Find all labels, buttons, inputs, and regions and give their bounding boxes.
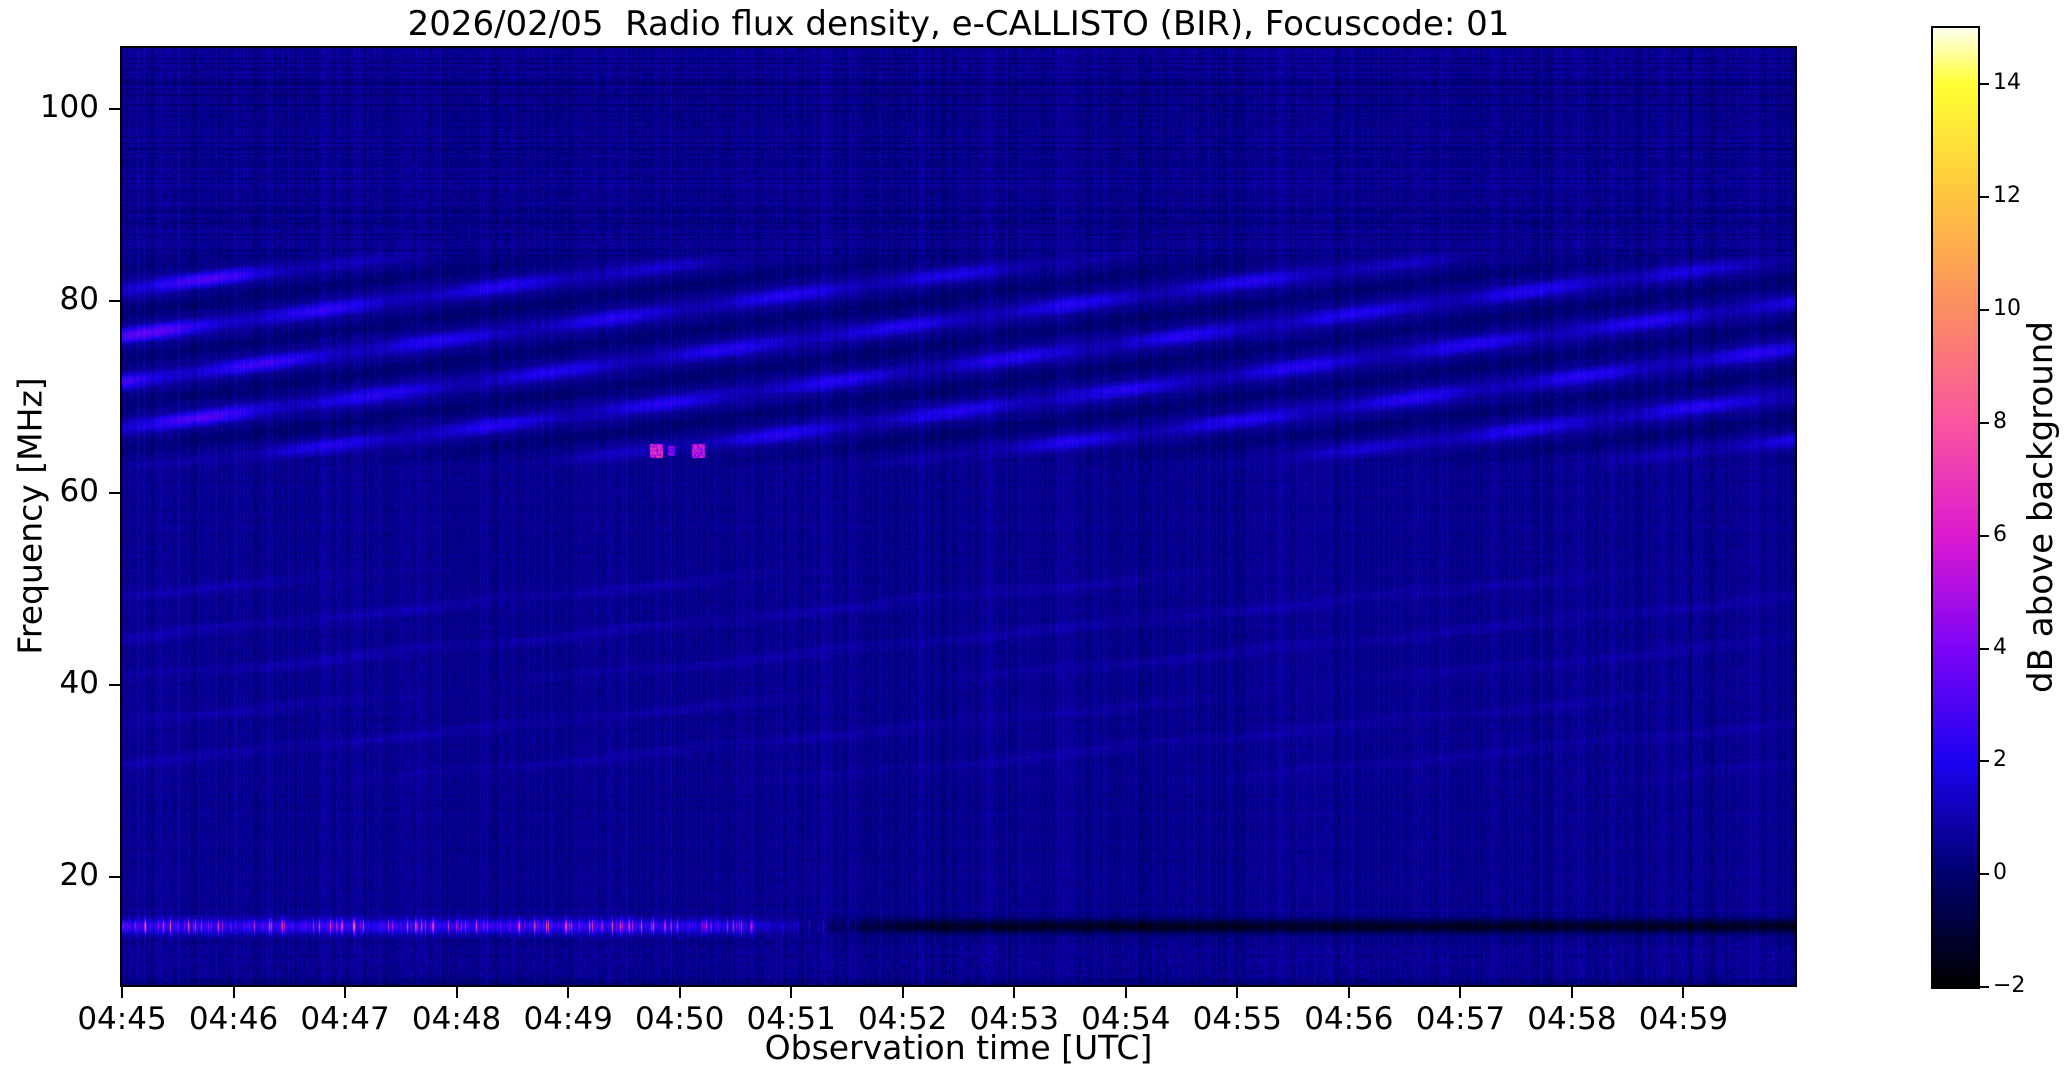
x-tick-label: 04:48 <box>411 1001 502 1037</box>
x-tick-mark <box>678 987 681 998</box>
x-tick-mark <box>1013 987 1016 998</box>
x-tick-mark <box>1459 987 1462 998</box>
x-tick-label: 04:51 <box>746 1001 836 1037</box>
colorbar-tick-label: 8 <box>1993 408 2007 434</box>
colorbar-tick-mark <box>1980 760 1989 763</box>
x-tick-label: 04:46 <box>188 1001 279 1037</box>
colorbar-tick-mark <box>1980 534 1989 537</box>
x-tick-mark <box>790 987 793 998</box>
colorbar-tick-mark <box>1980 647 1989 650</box>
y-tick-label: 60 <box>59 472 99 509</box>
x-tick-mark <box>121 987 123 998</box>
y-axis-label: Frequency [MHz] <box>10 377 50 655</box>
colorbar-tick-mark <box>1980 83 1989 86</box>
y-tick-mark <box>109 876 120 879</box>
x-tick-mark <box>901 987 904 998</box>
plot-title: 2026/02/05 Radio flux density, e-CALLIST… <box>407 4 1510 44</box>
colorbar-tick-mark <box>1980 873 1989 876</box>
x-tick-mark <box>1347 987 1350 998</box>
y-tick-label: 40 <box>59 665 99 702</box>
colorbar-tick-mark <box>1980 309 1989 312</box>
colorbar-tick-mark <box>1980 421 1989 424</box>
colorbar-tick-label: 10 <box>1993 296 2021 322</box>
colorbar-tick-mark <box>1980 986 1989 988</box>
x-tick-mark <box>1682 987 1685 998</box>
x-tick-label: 04:47 <box>300 1001 390 1037</box>
y-tick-label: 100 <box>39 88 99 125</box>
x-tick-label: 04:49 <box>523 1001 613 1037</box>
colorbar-tick-label: 2 <box>1993 747 2007 773</box>
colorbar <box>1931 26 1980 989</box>
y-tick-label: 20 <box>59 857 99 894</box>
colorbar-tick-label: 12 <box>1993 183 2021 209</box>
colorbar-tick-label: 6 <box>1993 521 2007 547</box>
y-tick-mark <box>109 107 120 110</box>
x-tick-mark <box>344 987 347 998</box>
y-tick-mark <box>109 299 120 302</box>
colorbar-tick-label: 4 <box>1993 634 2007 660</box>
x-tick-mark <box>232 987 235 998</box>
x-axis-label: Observation time [UTC] <box>764 1028 1153 1067</box>
x-tick-label: 04:57 <box>1415 1001 1506 1037</box>
x-tick-mark <box>1124 987 1127 998</box>
y-tick-mark <box>109 491 120 494</box>
colorbar-label: dB above background <box>2021 321 2061 693</box>
y-tick-label: 80 <box>59 280 99 317</box>
x-tick-label: 04:56 <box>1304 1001 1394 1037</box>
x-tick-label: 04:45 <box>77 1001 167 1037</box>
plot-area <box>120 46 1797 987</box>
y-tick-mark <box>109 684 120 687</box>
x-tick-mark <box>1570 987 1573 998</box>
colorbar-tick-label: 14 <box>1993 70 2021 96</box>
colorbar-tick-label: 0 <box>1993 860 2007 886</box>
spectrogram-canvas <box>122 48 1795 985</box>
colorbar-tick-mark <box>1980 196 1989 199</box>
x-tick-label: 04:55 <box>1192 1001 1282 1037</box>
x-tick-label: 04:58 <box>1527 1001 1617 1037</box>
x-tick-label: 04:52 <box>858 1001 948 1037</box>
x-tick-label: 04:50 <box>634 1001 725 1037</box>
x-tick-label: 04:53 <box>969 1001 1059 1037</box>
x-tick-mark <box>567 987 570 998</box>
colorbar-tick-label: −2 <box>1993 973 2026 998</box>
x-tick-mark <box>1236 987 1239 998</box>
x-tick-label: 04:54 <box>1081 1001 1171 1037</box>
x-tick-label: 04:59 <box>1638 1001 1729 1037</box>
x-tick-mark <box>455 987 458 998</box>
